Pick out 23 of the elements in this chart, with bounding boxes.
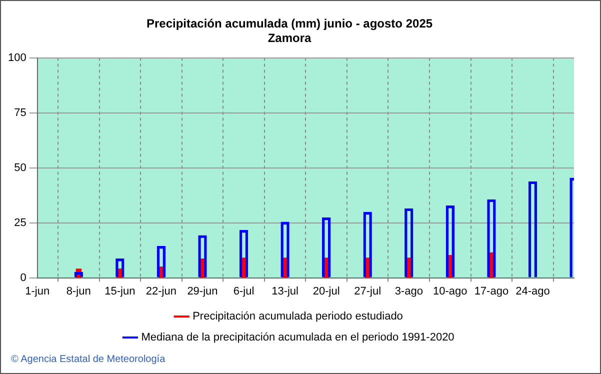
x-tick-label: 17-ago (474, 285, 509, 298)
chart-subtitle: Zamora (268, 30, 312, 45)
x-tick-label: 10-ago (433, 285, 468, 298)
x-tick-label: 20-jul (312, 285, 340, 298)
y-tick-label: 75 (14, 106, 26, 119)
y-tick-label: 100 (8, 52, 26, 64)
x-tick-label: 13-jul (272, 285, 298, 298)
x-tick-label: 3-ago (394, 285, 423, 298)
y-tick-label: 25 (14, 216, 26, 229)
x-tick-label: 29-jun (187, 285, 218, 298)
y-tick-label: 0 (20, 272, 26, 284)
y-tick-label: 50 (14, 162, 26, 174)
x-tick-label: 15-jun (104, 285, 136, 298)
x-tick-label: 27-jul (354, 285, 382, 298)
x-tick-label: 24-ago (516, 285, 550, 298)
chart-title: Precipitación acumulada (mm) junio - agosto 2025 (146, 16, 433, 31)
x-tick-label: 8-jun (66, 285, 91, 298)
x-tick-label: 6-jul (233, 285, 254, 298)
x-tick-label: 22-jun (146, 285, 176, 298)
x-tick-label: 1-jun (25, 285, 50, 298)
legend-label: Precipitación acumulada periodo estudiado (192, 310, 403, 323)
text: © Agencia Estatal de Meteorología (11, 354, 166, 365)
legend-label: Mediana de la precipitación acumulada en el periodo 1991-2020 (141, 332, 454, 344)
